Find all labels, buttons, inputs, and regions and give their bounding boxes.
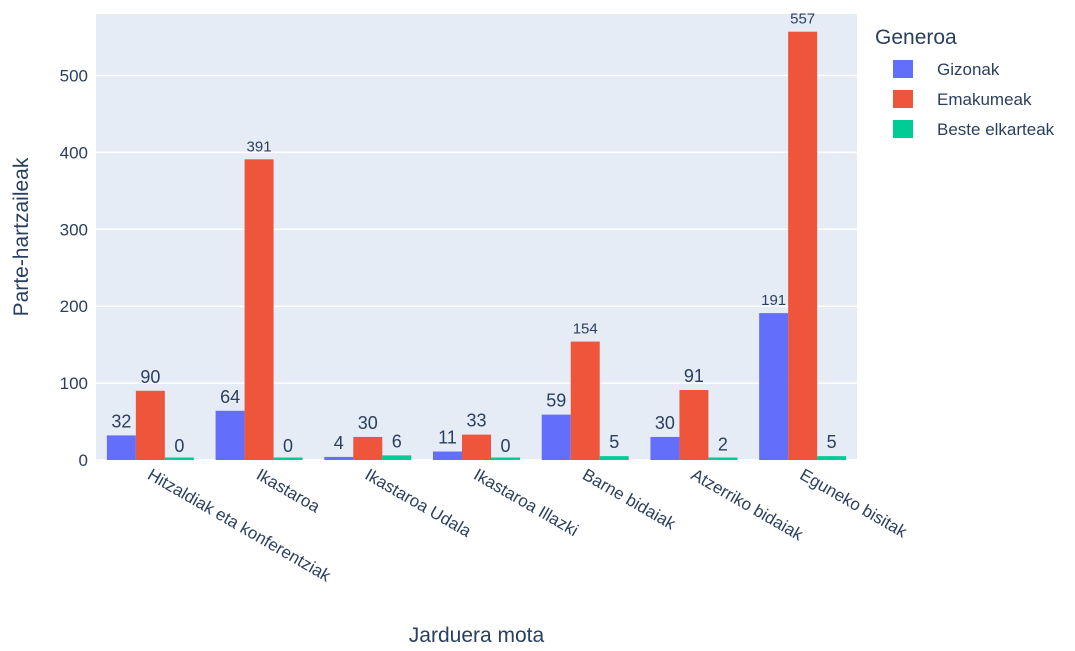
bar xyxy=(107,435,136,460)
legend[interactable]: Generoa Gizonak Emakumeak Beste elkarteak xyxy=(875,26,1055,139)
data-label: 11 xyxy=(438,428,457,448)
bar xyxy=(679,390,708,460)
data-label: 0 xyxy=(500,436,510,456)
data-label: 391 xyxy=(247,138,272,155)
legend-swatch xyxy=(893,60,913,78)
bar xyxy=(817,456,846,460)
legend-label: Gizonak xyxy=(937,60,1000,79)
data-label: 30 xyxy=(358,413,378,433)
x-tick-label: Atzerriko bidaiak xyxy=(688,465,807,545)
data-label: 91 xyxy=(684,366,704,386)
bar xyxy=(462,435,491,460)
x-axis-title: Jarduera mota xyxy=(409,624,545,646)
bar xyxy=(708,458,737,461)
bar xyxy=(324,457,353,460)
data-label: 5 xyxy=(609,432,619,452)
legend-items[interactable]: Gizonak Emakumeak Beste elkarteak xyxy=(893,60,1055,139)
data-label: 557 xyxy=(790,11,815,28)
data-label: 6 xyxy=(392,431,402,451)
data-label: 0 xyxy=(174,436,184,456)
data-label: 59 xyxy=(546,391,566,411)
legend-title: Generoa xyxy=(875,26,957,49)
data-label: 64 xyxy=(220,387,240,407)
legend-item[interactable]: Gizonak xyxy=(893,60,1000,79)
data-label: 0 xyxy=(283,436,293,456)
y-tick-label: 300 xyxy=(60,220,88,239)
legend-label: Emakumeak xyxy=(937,90,1032,109)
x-tick-label: Barne bidaiak xyxy=(579,465,679,534)
y-axis-ticks: 0 100 200 300 400 500 xyxy=(60,67,88,470)
y-tick-label: 500 xyxy=(60,67,88,86)
bar xyxy=(433,452,462,460)
bar xyxy=(382,455,411,460)
bar xyxy=(216,411,245,460)
legend-swatch xyxy=(893,120,913,138)
legend-swatch xyxy=(893,90,913,108)
bar xyxy=(491,458,520,461)
bar xyxy=(274,458,303,461)
data-label: 30 xyxy=(655,413,675,433)
y-tick-label: 100 xyxy=(60,374,88,393)
y-tick-label: 200 xyxy=(60,297,88,316)
bar xyxy=(788,32,817,460)
legend-item[interactable]: Emakumeak xyxy=(893,90,1032,109)
bar xyxy=(136,391,165,460)
plot-background xyxy=(96,14,857,460)
data-label: 90 xyxy=(140,367,160,387)
bar xyxy=(571,342,600,460)
x-tick-label: Eguneko bisitak xyxy=(797,465,911,542)
data-label: 33 xyxy=(466,411,486,431)
x-tick-label: Hitzaldiak eta konferentziak xyxy=(144,465,334,586)
legend-label: Beste elkarteak xyxy=(937,120,1055,139)
y-tick-label: 0 xyxy=(79,451,88,470)
bar xyxy=(353,437,382,460)
bar xyxy=(165,458,194,461)
data-label: 154 xyxy=(573,321,598,338)
bar xyxy=(600,456,629,460)
x-tick-label: Ikastaroa Udala xyxy=(362,465,475,541)
y-axis-title: Parte-hartzaileak xyxy=(10,157,33,316)
bar xyxy=(542,415,571,460)
data-label: 191 xyxy=(761,292,786,309)
y-tick-label: 400 xyxy=(60,143,88,162)
bar xyxy=(650,437,679,460)
bar xyxy=(759,313,788,460)
legend-item[interactable]: Beste elkarteak xyxy=(893,120,1055,139)
data-label: 32 xyxy=(111,411,131,431)
data-label: 2 xyxy=(718,434,728,454)
x-tick-label: Ikastaroa Illazki xyxy=(471,465,582,540)
data-label: 4 xyxy=(334,433,344,453)
data-label: 5 xyxy=(827,432,837,452)
x-tick-label: Ikastaroa xyxy=(253,465,324,517)
bar xyxy=(245,159,274,460)
